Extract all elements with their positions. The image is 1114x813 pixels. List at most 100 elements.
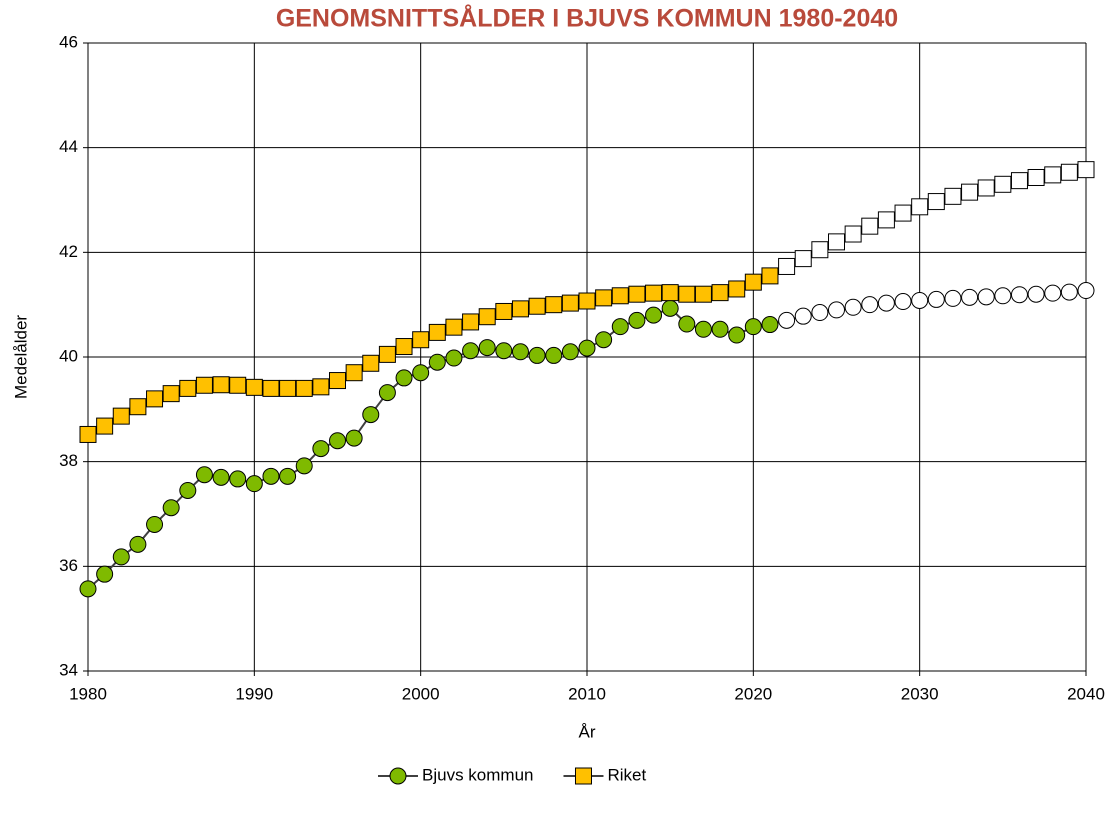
y-tick-label: 34 [59,660,78,679]
data-point [478,339,496,357]
data-point [162,385,180,403]
data-point [112,407,130,425]
y-tick-label: 36 [59,556,78,575]
data-point [545,346,563,364]
data-point [495,342,513,360]
data-point [861,217,879,235]
data-point [961,288,979,306]
data-point [262,467,280,485]
data-point [412,364,430,382]
x-axis-label: År [579,722,596,741]
data-point [595,289,613,307]
data-point [794,250,812,268]
data-point [794,307,812,325]
x-tick-label: 2030 [901,684,939,703]
data-point [245,475,263,493]
data-point [412,331,430,349]
data-point [345,429,363,447]
data-point [811,241,829,259]
data-point [179,481,197,499]
x-tick-label: 2040 [1067,684,1105,703]
data-point [445,318,463,336]
data-point [678,285,696,303]
data-point [645,284,663,302]
data-point [162,499,180,517]
data-point [1044,166,1062,184]
data-point [279,379,297,397]
data-point [561,343,579,361]
data-point [1044,284,1062,302]
x-tick-label: 1990 [235,684,273,703]
data-point [1027,285,1045,303]
data-point [694,320,712,338]
data-point [711,284,729,302]
x-tick-label: 2000 [402,684,440,703]
data-point [1077,161,1095,179]
data-point [561,294,579,312]
x-tick-label: 1980 [69,684,107,703]
data-point [129,535,147,553]
data-point [495,302,513,320]
data-point [1077,282,1095,300]
data-point [844,225,862,243]
data-point [295,379,313,397]
legend-marker [574,767,592,785]
data-point [212,468,230,486]
data-point [927,193,945,211]
data-point [578,292,596,310]
data-point [894,293,912,311]
data-point [112,548,130,566]
data-point [395,338,413,356]
data-point [977,288,995,306]
data-point [179,379,197,397]
y-tick-label: 38 [59,451,78,470]
data-point [545,296,563,314]
y-tick-label: 44 [59,137,78,156]
data-point [1010,286,1028,304]
y-axis-label: Medelålder [11,315,30,399]
legend-label: Riket [607,765,646,784]
data-point [462,342,480,360]
data-point [828,301,845,319]
data-point [1027,168,1045,186]
data-point [1060,283,1078,301]
data-point [628,285,646,303]
data-point [329,432,346,450]
data-point [711,320,729,338]
data-point [195,376,213,394]
data-point [994,287,1012,305]
data-point [877,294,895,312]
data-point [1060,163,1078,181]
data-point [944,289,962,307]
data-point [1010,172,1028,190]
data-point [329,372,346,390]
data-point [245,378,263,396]
data-point [911,291,929,309]
y-tick-label: 40 [59,346,78,365]
data-point [129,398,147,416]
data-point [961,183,979,201]
data-point [744,273,762,291]
data-point [911,198,929,216]
data-point [428,353,446,371]
data-point [528,297,546,315]
x-tick-label: 2020 [734,684,772,703]
y-tick-label: 46 [59,32,78,51]
data-point [728,280,746,298]
y-tick-label: 42 [59,242,78,261]
data-point [628,311,646,329]
data-point [595,331,613,349]
data-point [362,354,380,372]
data-point [312,440,330,458]
data-point [977,179,995,197]
data-point [778,257,796,275]
data-point [611,318,629,336]
data-point [578,339,596,357]
data-point [262,379,280,397]
data-point [511,300,529,318]
data-point [645,306,663,324]
data-point [378,345,396,363]
data-point [761,316,779,334]
data-point [761,267,779,285]
